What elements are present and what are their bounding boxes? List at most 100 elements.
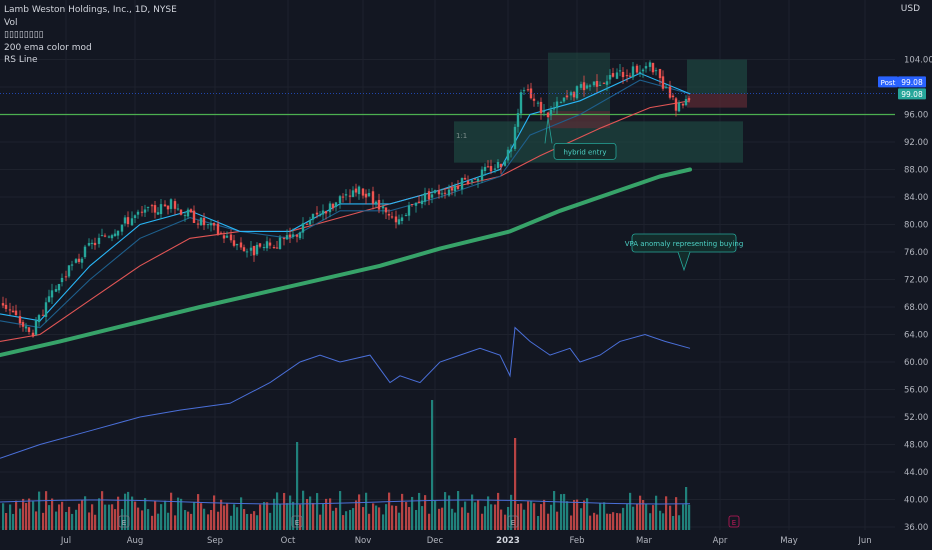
volume-bar [68, 506, 71, 530]
volume-bar [124, 493, 127, 530]
candle-body [245, 251, 249, 253]
candle-body [588, 85, 592, 87]
x-tick-label: Mar [636, 536, 653, 546]
volume-bar [65, 512, 68, 530]
volume-bar [589, 515, 592, 530]
volume-bar [250, 513, 253, 530]
post-tag [878, 76, 898, 88]
volume-bar [537, 515, 540, 530]
volume-bar [233, 504, 236, 530]
volume-bar [170, 492, 173, 530]
candle-body [641, 69, 645, 72]
candle-body [661, 76, 665, 89]
volume-bar [421, 506, 424, 530]
volume-bar [154, 500, 157, 530]
legend-ema[interactable]: 200 ema color mod [4, 42, 92, 53]
candle-body [407, 205, 411, 216]
volume-bar [665, 496, 668, 530]
x-tick-label: 2023 [496, 536, 520, 546]
volume-bar [302, 490, 305, 530]
y-tick-label: 44.00 [904, 468, 928, 478]
volume-bar [19, 508, 22, 530]
candle-body [651, 62, 655, 73]
volume-bar [431, 400, 434, 530]
volume-bar [391, 505, 394, 530]
candle-body [427, 191, 431, 200]
volume-bar [457, 490, 460, 530]
volume-bar [81, 500, 84, 530]
candle-body [420, 200, 424, 205]
stop-box [687, 93, 747, 108]
candle-body [575, 86, 579, 99]
volume-bar [573, 499, 576, 530]
volume-bar [342, 515, 345, 530]
volume-bar [246, 513, 249, 530]
volume-bar [25, 503, 28, 530]
y-tick-label: 80.00 [904, 221, 928, 231]
post-price-label: 99.08 [901, 78, 923, 87]
candle-body [107, 236, 111, 238]
candle-body [565, 95, 569, 98]
candle-body [384, 207, 388, 213]
candle-body [473, 178, 477, 180]
candle-body [489, 166, 493, 172]
candle-body [34, 320, 38, 335]
volume-bar [550, 504, 553, 530]
candle-body [291, 234, 295, 237]
volume-bar [325, 498, 328, 530]
candle-body [305, 223, 309, 225]
volume-bar [415, 510, 418, 530]
candle-body [196, 223, 200, 225]
candle-body [324, 211, 328, 214]
volume-bar [553, 491, 556, 530]
volume-bar [596, 514, 599, 530]
candle-body [684, 99, 688, 106]
volume-bar [151, 515, 154, 530]
volume-bar [471, 494, 474, 530]
last-price-label: 99.08 [901, 90, 923, 99]
candle-body [186, 209, 190, 217]
candle-body [93, 242, 97, 246]
candle-body [57, 284, 61, 291]
candle-body [222, 235, 226, 239]
y-tick-label: 60.00 [904, 358, 928, 368]
candle-body [83, 246, 87, 258]
volume-bar [121, 508, 124, 530]
legend-indicator[interactable]: ▯▯▯▯▯▯▯▯ [4, 30, 44, 40]
volume-bar [180, 498, 183, 530]
candle-body [519, 92, 523, 114]
volume-bar [622, 507, 625, 530]
volume-bar [190, 513, 193, 530]
candle-body [120, 224, 124, 232]
volume-bar [438, 508, 441, 530]
volume-bar [164, 500, 167, 530]
candle-body [136, 211, 140, 215]
volume-bar [38, 491, 41, 530]
candle-body [390, 216, 394, 218]
volume-bar [533, 503, 536, 530]
candle-body [483, 166, 487, 172]
candle-body [11, 310, 15, 313]
candle-body [4, 304, 8, 309]
candle-body [321, 210, 325, 215]
volume-bar [645, 504, 648, 530]
candle-body [638, 71, 642, 73]
symbol-title[interactable]: Lamb Weston Holdings, Inc., 1D, NYSE [4, 5, 177, 15]
candle-body [166, 205, 170, 210]
chart-legend: Lamb Weston Holdings, Inc., 1D, NYSE Vol… [4, 4, 177, 67]
candle-body [344, 194, 348, 196]
x-tick-label: Aug [127, 536, 144, 546]
candle-body [24, 326, 28, 329]
candle-body [536, 102, 540, 104]
volume-bar [316, 493, 319, 530]
legend-vol[interactable]: Vol [4, 17, 18, 28]
vpa-label: VPA anomaly representing buying [625, 240, 744, 248]
volume-bar [144, 498, 147, 530]
volume-bar [461, 507, 464, 530]
volume-bar [678, 515, 681, 530]
legend-rs[interactable]: RS Line [4, 55, 38, 65]
volume-bar [306, 499, 309, 530]
candle-body [206, 224, 210, 226]
